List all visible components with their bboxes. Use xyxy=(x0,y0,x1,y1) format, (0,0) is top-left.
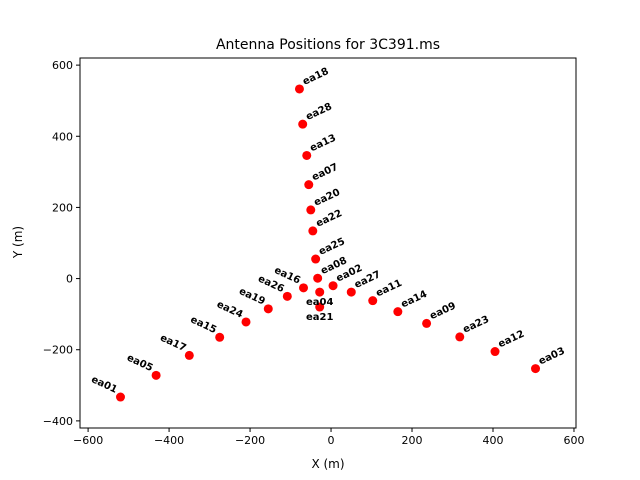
y-axis-label: Y (m) xyxy=(11,226,25,259)
antenna-point-ea23 xyxy=(455,332,465,342)
antenna-point-ea28 xyxy=(298,119,308,129)
x-tick-label: 400 xyxy=(482,434,503,447)
antenna-point-ea27 xyxy=(346,287,356,297)
antenna-point-ea07 xyxy=(304,180,314,190)
antenna-point-ea12 xyxy=(490,347,500,357)
antenna-label-ea21: ea21 xyxy=(306,312,333,323)
y-axis-ticks: −400 −200 0 200 400 600 xyxy=(43,59,80,428)
antenna-point-ea08 xyxy=(313,273,323,283)
antenna-point-ea19 xyxy=(263,304,273,314)
antenna-point-ea26 xyxy=(282,291,292,301)
antenna-point-ea21 xyxy=(315,302,325,312)
x-tick-label: −400 xyxy=(154,434,184,447)
antenna-point-ea15 xyxy=(215,332,225,342)
x-tick-label: −600 xyxy=(73,434,103,447)
antenna-point-ea25 xyxy=(311,254,321,264)
y-tick-label: 0 xyxy=(66,273,73,286)
antenna-point-ea13 xyxy=(302,150,312,160)
antenna-point-ea04 xyxy=(315,287,325,297)
antenna-point-ea24 xyxy=(241,317,251,327)
antenna-point-ea09 xyxy=(422,318,432,328)
y-tick-label: 400 xyxy=(52,130,73,143)
antenna-point-ea22 xyxy=(308,226,318,236)
y-tick-label: −400 xyxy=(43,415,73,428)
x-tick-label: 600 xyxy=(563,434,584,447)
antenna-point-ea01 xyxy=(115,392,125,402)
antenna-point-ea18 xyxy=(294,84,304,94)
y-tick-label: −200 xyxy=(43,344,73,357)
chart-title: Antenna Positions for 3C391.ms xyxy=(216,37,440,53)
antenna-point-ea16 xyxy=(299,283,309,293)
x-tick-label: 0 xyxy=(328,434,335,447)
antenna-point-ea17 xyxy=(184,350,194,360)
antenna-point-ea02 xyxy=(328,281,338,291)
antenna-points xyxy=(115,84,541,402)
x-axis-label: X (m) xyxy=(311,457,344,471)
x-tick-label: −200 xyxy=(235,434,265,447)
antenna-point-ea05 xyxy=(151,370,161,380)
y-tick-label: 200 xyxy=(52,201,73,214)
antenna-label-ea04: ea04 xyxy=(306,297,333,308)
antenna-point-ea11 xyxy=(368,296,378,306)
x-axis-ticks: −600 −400 −200 0 200 400 600 xyxy=(73,428,584,447)
x-tick-label: 200 xyxy=(402,434,423,447)
antenna-point-ea14 xyxy=(393,307,403,317)
y-tick-label: 600 xyxy=(52,59,73,72)
plot-area-frame xyxy=(79,57,577,429)
antenna-point-ea03 xyxy=(531,364,541,374)
antenna-point-ea20 xyxy=(306,205,316,215)
